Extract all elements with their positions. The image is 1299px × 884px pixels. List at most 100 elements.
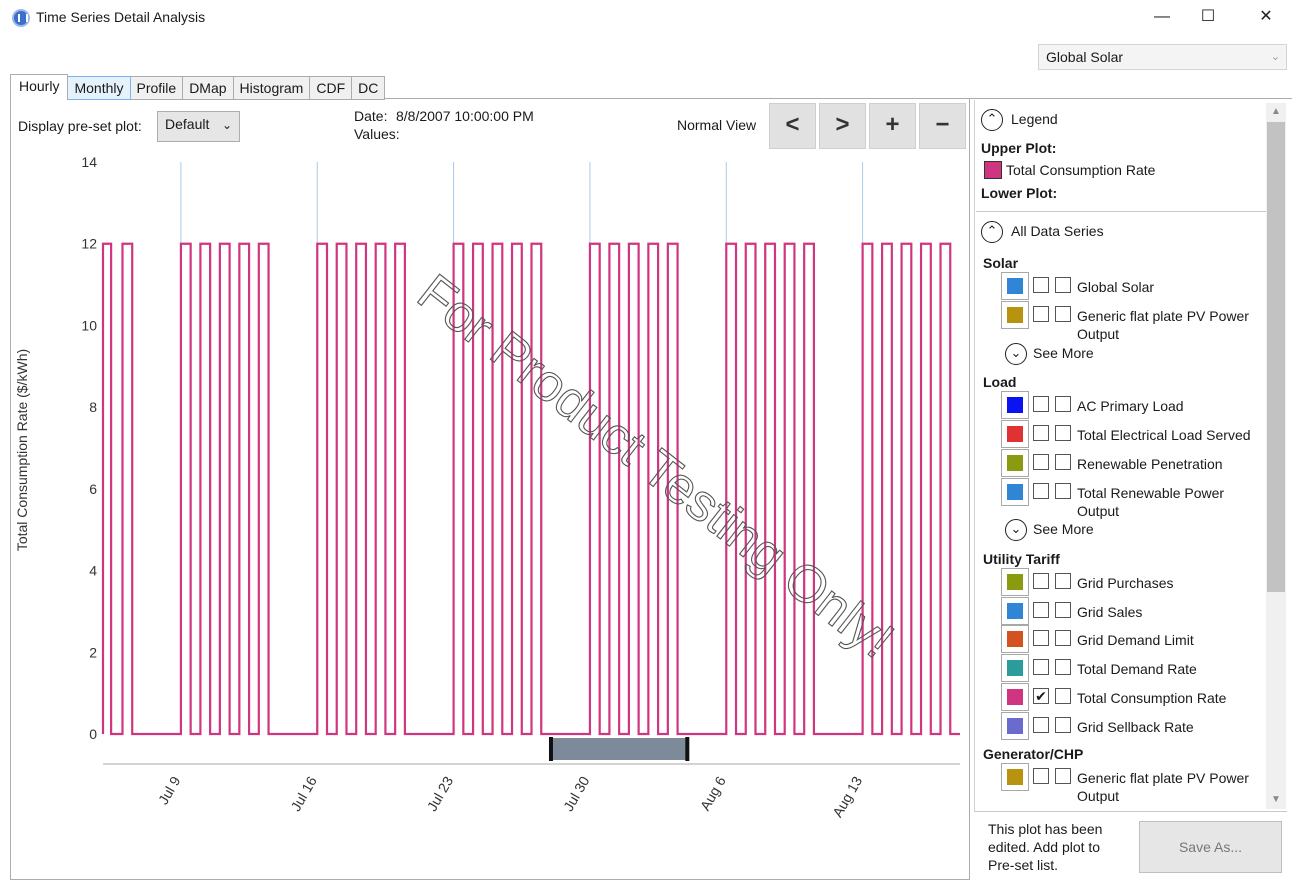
show-lower-checkbox[interactable] <box>1055 768 1071 784</box>
y-tick-label: 12 <box>81 236 97 252</box>
scroll-up-icon[interactable]: ▲ <box>1271 106 1281 117</box>
series-label: Generic flat plate PV Power Output <box>1077 308 1249 342</box>
range-selector-window <box>550 738 688 760</box>
expand-icon[interactable]: ⌄ <box>1005 519 1027 541</box>
show-lower-checkbox[interactable] <box>1055 717 1071 733</box>
range-selector[interactable] <box>548 737 690 761</box>
values-label: Values: <box>354 126 400 142</box>
see-more-link[interactable]: See More <box>1033 345 1094 361</box>
upper-plot-swatch <box>984 161 1002 179</box>
show-lower-checkbox[interactable] <box>1055 602 1071 618</box>
show-upper-checkbox[interactable] <box>1033 659 1049 675</box>
tab-profile[interactable]: Profile <box>130 76 184 100</box>
tab-dmap[interactable]: DMap <box>183 76 234 100</box>
y-tick-label: 2 <box>89 644 97 660</box>
y-tick-label: 6 <box>89 481 97 497</box>
show-lower-checkbox[interactable] <box>1055 396 1071 412</box>
show-lower-checkbox[interactable] <box>1055 277 1071 293</box>
show-upper-checkbox[interactable] <box>1033 630 1049 646</box>
show-lower-checkbox[interactable] <box>1055 425 1071 441</box>
minimize-button[interactable]: — <box>1154 8 1170 25</box>
x-tick-label: Aug 13 <box>829 773 865 820</box>
series-color-swatch <box>1001 449 1029 477</box>
show-lower-checkbox[interactable] <box>1055 306 1071 322</box>
hourly-panel <box>10 98 970 880</box>
series-label: Total Consumption Rate <box>1077 690 1227 706</box>
date-value: 8/8/2007 10:00:00 PM <box>396 108 534 124</box>
preset-label: Display pre-set plot: <box>18 118 142 134</box>
show-upper-checkbox[interactable] <box>1033 396 1049 412</box>
tab-histogram[interactable]: Histogram <box>233 76 311 100</box>
tab-hourly[interactable]: Hourly <box>10 74 69 100</box>
series-color-swatch <box>1001 712 1029 740</box>
tab-strip: Hourly Monthly Profile DMap Histogram CD… <box>10 74 386 100</box>
prev-button[interactable]: < <box>769 103 816 149</box>
y-tick-label: 14 <box>81 154 97 170</box>
show-upper-checkbox[interactable] <box>1033 717 1049 733</box>
show-upper-checkbox[interactable] <box>1033 573 1049 589</box>
series-color-swatch <box>1001 420 1029 448</box>
x-tick-label: Jul 23 <box>424 773 457 814</box>
swatch-fill <box>1007 769 1023 785</box>
show-upper-checkbox[interactable] <box>1033 483 1049 499</box>
series-dropdown[interactable]: Global Solar ⌄ <box>1038 44 1287 70</box>
series-label: Generic flat plate PV Power Output <box>1077 770 1249 804</box>
preset-dropdown[interactable]: Default ⌄ <box>157 111 240 142</box>
next-button[interactable]: > <box>819 103 866 149</box>
app-icon <box>12 9 30 27</box>
swatch-fill <box>1007 574 1023 590</box>
x-axis-ticks: Jul 9 Jul 16 Jul 23 Jul 30 Aug 6 Aug 13 <box>155 773 865 820</box>
y-tick-label: 8 <box>89 399 97 415</box>
see-more-link[interactable]: See More <box>1033 521 1094 537</box>
time-series-chart[interactable]: 0 2 4 6 8 10 12 14 Jul 9 Jul 16 Jul 23 Jul 30 Aug 6… <box>10 150 970 850</box>
tab-monthly[interactable]: Monthly <box>68 76 131 100</box>
series-color-swatch <box>1001 683 1029 711</box>
legend-divider <box>976 211 1266 212</box>
swatch-fill <box>1007 278 1023 294</box>
series-group-header: Load <box>983 374 1017 390</box>
show-upper-checkbox[interactable]: ✔ <box>1033 688 1049 704</box>
show-upper-checkbox[interactable] <box>1033 306 1049 322</box>
save-as-button[interactable]: Save As... <box>1139 821 1282 873</box>
show-lower-checkbox[interactable] <box>1055 573 1071 589</box>
series-group-header: Solar <box>983 255 1019 271</box>
series-label: Grid Demand Limit <box>1077 632 1194 648</box>
series-label: Grid Sales <box>1077 604 1143 620</box>
y-tick-label: 0 <box>89 726 97 742</box>
legend-scrollbar-thumb[interactable] <box>1267 122 1285 592</box>
show-upper-checkbox[interactable] <box>1033 425 1049 441</box>
show-upper-checkbox[interactable] <box>1033 277 1049 293</box>
tab-cdf[interactable]: CDF <box>310 76 353 100</box>
series-color-swatch <box>1001 301 1029 329</box>
maximize-button[interactable]: ☐ <box>1200 8 1216 25</box>
edited-note: This plot has been edited. Add plot to P… <box>988 821 1103 873</box>
expand-icon[interactable]: ⌄ <box>1005 343 1027 365</box>
show-lower-checkbox[interactable] <box>1055 454 1071 470</box>
footer-divider <box>974 811 1287 812</box>
collapse-legend-icon[interactable]: ⌃ <box>981 109 1003 131</box>
swatch-fill <box>1007 397 1023 413</box>
scroll-down-icon[interactable]: ▼ <box>1271 794 1281 805</box>
series-group-header: Generator/CHP <box>983 746 1084 762</box>
preset-value: Default <box>165 116 210 132</box>
series-color-swatch <box>1001 654 1029 682</box>
x-tick-label: Jul 9 <box>155 773 184 807</box>
show-lower-checkbox[interactable] <box>1055 483 1071 499</box>
series-label: Total Renewable Power Output <box>1077 485 1225 519</box>
show-upper-checkbox[interactable] <box>1033 454 1049 470</box>
series-label: Grid Sellback Rate <box>1077 719 1194 735</box>
zoom-in-button[interactable]: + <box>869 103 916 149</box>
swatch-fill <box>1007 603 1023 619</box>
show-upper-checkbox[interactable] <box>1033 602 1049 618</box>
date-label: Date: <box>354 108 388 124</box>
zoom-out-button[interactable]: − <box>919 103 966 149</box>
tab-dc[interactable]: DC <box>352 76 386 100</box>
close-button[interactable]: ✕ <box>1259 8 1273 25</box>
show-lower-checkbox[interactable] <box>1055 688 1071 704</box>
show-upper-checkbox[interactable] <box>1033 768 1049 784</box>
series-label: AC Primary Load <box>1077 398 1184 414</box>
swatch-fill <box>1007 631 1023 647</box>
show-lower-checkbox[interactable] <box>1055 659 1071 675</box>
collapse-series-icon[interactable]: ⌃ <box>981 221 1003 243</box>
show-lower-checkbox[interactable] <box>1055 630 1071 646</box>
